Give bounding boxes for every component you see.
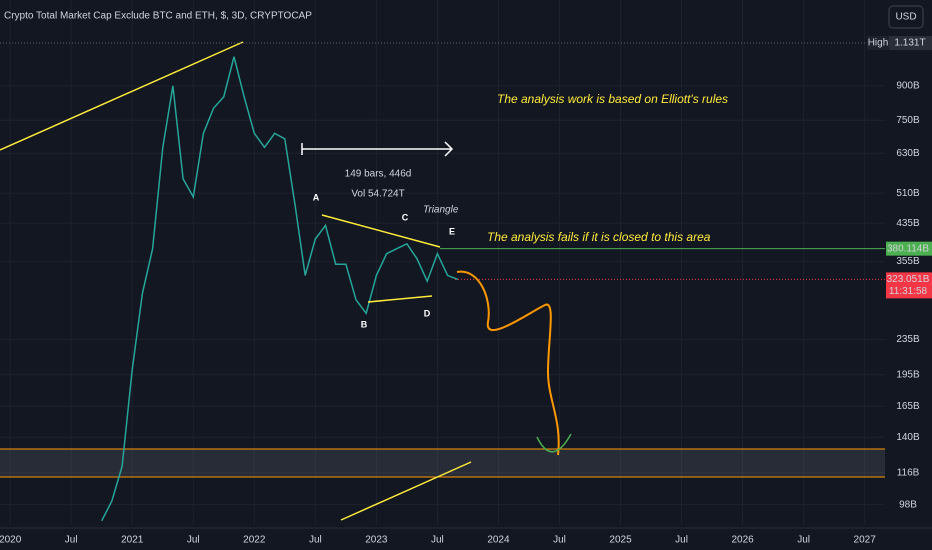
x-tick-label: 2024 (487, 535, 510, 546)
triangle-upper (321, 214, 441, 248)
target-check (536, 433, 572, 453)
forecast-path (456, 270, 560, 456)
x-tick-label: Jul (553, 535, 566, 546)
price-level-tag (886, 272, 932, 299)
x-tick-label: 2027 (854, 535, 877, 546)
x-tick-label: Jul (797, 535, 810, 546)
trend-line (340, 461, 472, 521)
pattern-label: Triangle (423, 205, 459, 216)
price-level-tag (886, 241, 932, 256)
high-tag (867, 36, 889, 50)
target-zone (0, 449, 885, 477)
wave-label: D (424, 308, 431, 318)
currency-button[interactable] (888, 5, 924, 29)
measure-bars: 149 bars, 446d (345, 169, 412, 180)
chart-title: Crypto Total Market Cap Exclude BTC and … (4, 11, 312, 22)
wave-label: C (402, 212, 409, 222)
high-value: 1.131T (894, 38, 925, 49)
price-level-label: 323.051B (887, 274, 930, 285)
trend-line (0, 41, 244, 151)
time-axis (0, 528, 932, 550)
note: The analysis work is based on Elliott's … (497, 92, 728, 106)
y-tick-label: 140B (896, 432, 920, 443)
wave-label: B (361, 319, 368, 329)
y-tick-label: 98B (899, 499, 917, 510)
y-tick-label: 195B (896, 369, 920, 380)
note: The analysis fails if it is closed to th… (487, 230, 711, 244)
x-tick-label: 2021 (121, 535, 144, 546)
x-tick-label: Jul (309, 535, 322, 546)
x-tick-label: 2022 (243, 535, 266, 546)
measure-arrow (301, 141, 454, 157)
x-tick-label: 2023 (365, 535, 388, 546)
x-tick-label: Jul (675, 535, 688, 546)
y-tick-label: 435B (896, 218, 920, 229)
x-tick-label: 2026 (731, 535, 754, 546)
x-tick-label: Jul (431, 535, 444, 546)
grid (0, 0, 885, 525)
plot (101, 56, 885, 522)
price-line (101, 56, 459, 522)
wave-label: A (313, 192, 320, 202)
y-tick-label: 630B (896, 148, 920, 159)
y-tick-label: 116B (897, 467, 920, 478)
x-tick-label: Jul (187, 535, 200, 546)
triangle-lower (367, 295, 433, 303)
y-tick-label: 750B (896, 115, 920, 126)
high-label: High (868, 38, 889, 49)
x-tick-label: 2020 (0, 535, 22, 546)
y-tick-label: 235B (896, 334, 920, 345)
currency[interactable]: USD (895, 12, 916, 23)
y-tick-label: 355B (896, 256, 920, 267)
x-tick-label: 2025 (609, 535, 632, 546)
price-level-label: 380.114B (887, 243, 929, 254)
high-value-tag (889, 36, 932, 50)
measure-volume: Vol 54.724T (351, 189, 404, 200)
wave-label: E (449, 226, 455, 236)
y-tick-label: 165B (896, 401, 920, 412)
x-tick-label: Jul (65, 535, 78, 546)
countdown: 11:31:58 (889, 286, 928, 297)
y-tick-label: 900B (896, 81, 920, 92)
y-tick-label: 510B (896, 188, 920, 199)
